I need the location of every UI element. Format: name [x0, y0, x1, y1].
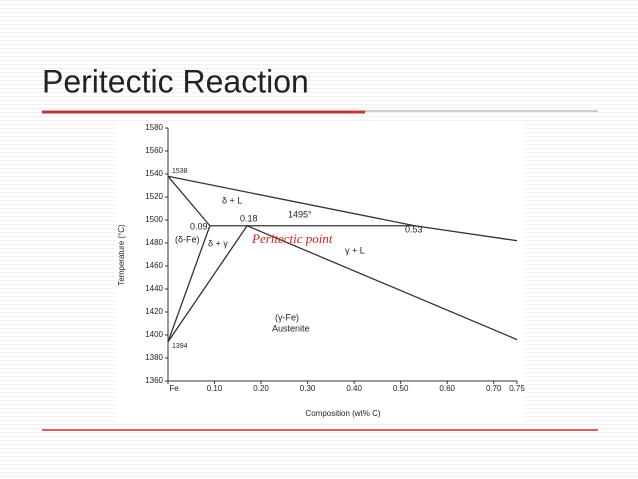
y-tick-label: 1380 [145, 353, 163, 362]
phase-boundary [246, 225, 518, 341]
y-tick-label: 1580 [145, 123, 163, 132]
x-tick-label: 0.10 [207, 384, 223, 393]
phase-boundary [167, 225, 211, 343]
x-tick-label: 0.75 [509, 384, 525, 393]
y-tick-label: 1560 [145, 146, 163, 155]
region-label: (γ-Fe) [275, 312, 299, 322]
region-label: 0.18 [240, 213, 258, 223]
region-label: (δ-Fe) [175, 234, 200, 244]
region-label: 1538 [172, 168, 188, 175]
region-label: 0.09 [190, 221, 208, 231]
slide-title: Peritectic Reaction [42, 63, 309, 99]
y-tick-label: 1440 [145, 284, 163, 293]
region-label: Austenite [272, 323, 310, 333]
x-tick-label: Fe [169, 384, 179, 393]
y-tick-label: 1400 [145, 330, 163, 339]
phase-boundary [167, 175, 211, 227]
y-tick-label: 1420 [145, 307, 163, 316]
y-axis-label: Temperature (°C) [117, 224, 126, 286]
x-tick-label: 0.50 [393, 384, 409, 393]
y-tick-label: 1540 [145, 169, 163, 178]
figure-area [115, 121, 525, 421]
region-label: δ + L [222, 195, 242, 205]
region-label: 1495° [288, 209, 312, 219]
phase-boundary [167, 175, 518, 242]
x-tick-label: 0.60 [439, 384, 455, 393]
phase-boundary [167, 225, 248, 343]
x-tick-label: 0.40 [346, 384, 362, 393]
x-tick-label: 0.30 [300, 384, 316, 393]
x-tick-label: 0.70 [486, 384, 502, 393]
x-tick-label: 0.20 [253, 384, 269, 393]
y-tick-label: 1360 [145, 376, 163, 385]
x-axis-label: Composition (wt% C) [305, 409, 380, 418]
y-tick-label: 1480 [145, 238, 163, 247]
region-label: 0.53 [405, 224, 423, 234]
region-label: δ + γ [208, 238, 228, 248]
y-tick-label: 1520 [145, 192, 163, 201]
region-label: γ + L [345, 245, 365, 255]
y-tick-label: 1460 [145, 261, 163, 270]
y-tick-label: 1500 [145, 215, 163, 224]
region-label: 1394 [172, 343, 188, 350]
region-label: Peritectic point [251, 231, 333, 246]
